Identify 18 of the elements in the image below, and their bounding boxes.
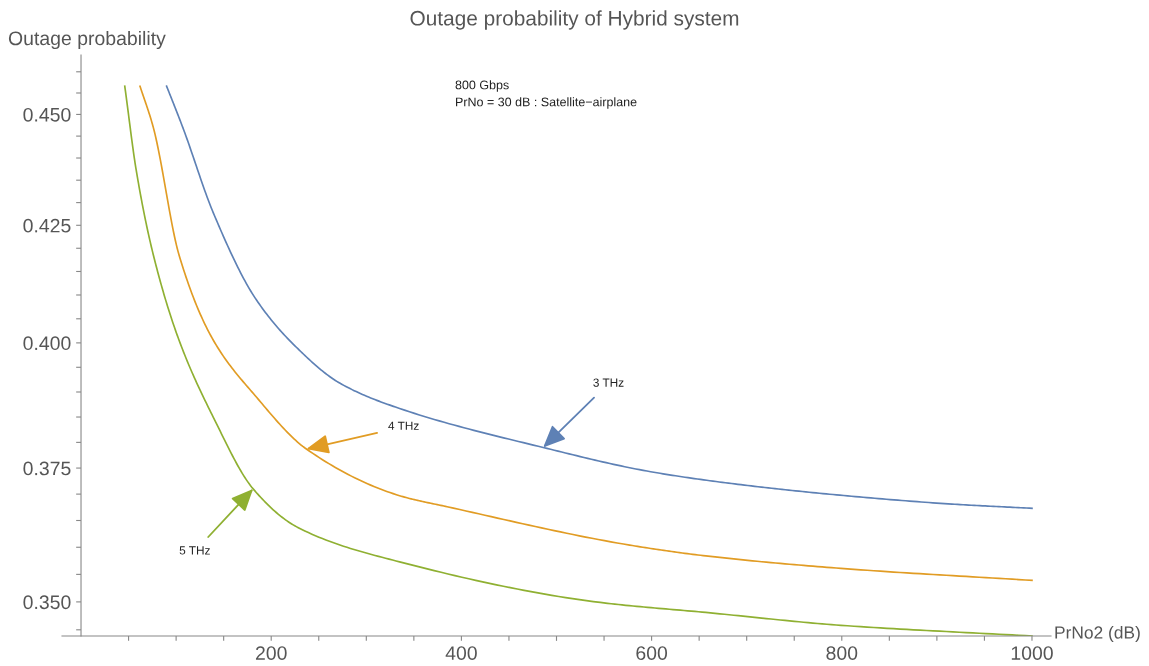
annotation: 3 THz bbox=[593, 378, 624, 387]
annotation: PrNo = 30 dB : Satellite−airplane bbox=[456, 97, 637, 109]
y-tick-label: 0.350 bbox=[23, 595, 71, 610]
annotation: 5 THz bbox=[179, 546, 210, 555]
x-tick-label: 1000 bbox=[1011, 646, 1053, 660]
y-tick-label: 0.375 bbox=[23, 461, 71, 476]
x-tick-label: 200 bbox=[255, 646, 287, 660]
annotation: 800 Gbps bbox=[455, 80, 509, 92]
annotation: 4 THz bbox=[388, 421, 419, 430]
x-tick-label: 600 bbox=[636, 646, 668, 660]
chart-title: Outage probability of Hybrid system bbox=[410, 10, 739, 30]
x-axis-title: PrNo2 (dB) bbox=[1055, 625, 1140, 643]
y-tick-label: 0.425 bbox=[23, 218, 71, 233]
y-axis-title: Outage probability bbox=[8, 30, 166, 50]
x-tick-label: 800 bbox=[826, 646, 858, 660]
y-tick-label: 0.450 bbox=[23, 107, 71, 122]
x-tick-label: 400 bbox=[445, 646, 477, 660]
y-tick-label: 0.400 bbox=[23, 336, 71, 351]
